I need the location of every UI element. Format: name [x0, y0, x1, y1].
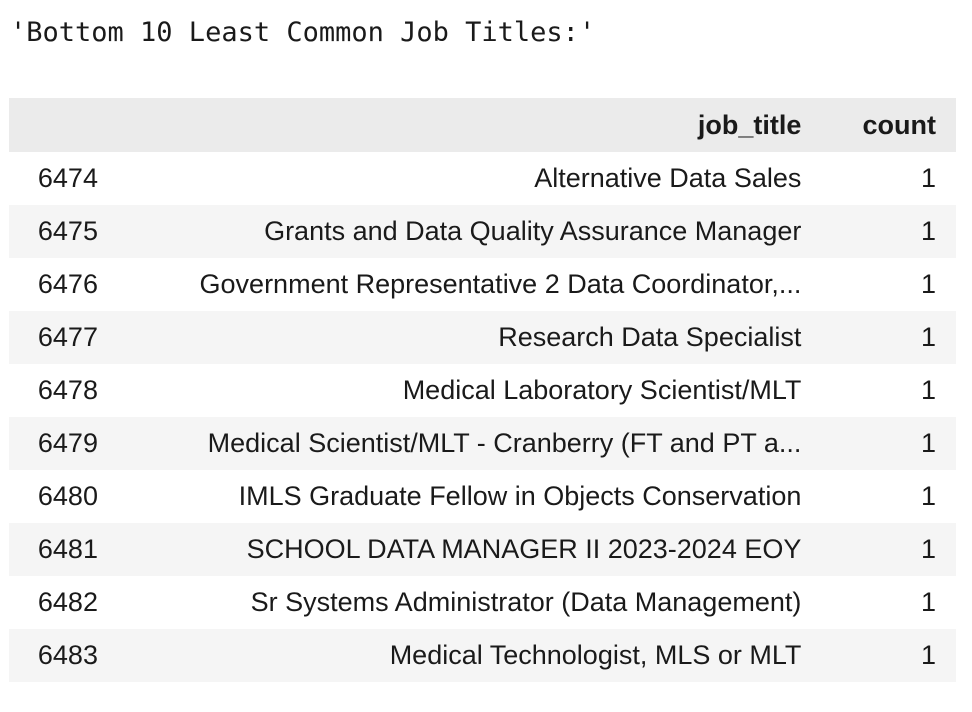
- row-count: 1: [920, 587, 936, 617]
- row-job-title: Medical Scientist/MLT - Cranberry (FT an…: [207, 428, 802, 458]
- row-job-title: Government Representative 2 Data Coordin…: [199, 269, 802, 299]
- row-index: 6479: [37, 428, 98, 458]
- table-row: 6477 Research Data Specialist 1: [9, 311, 956, 364]
- row-index: 6476: [37, 269, 98, 299]
- row-count: 1: [920, 269, 936, 299]
- row-job-title: SCHOOL DATA MANAGER II 2023-2024 EOY: [246, 534, 802, 564]
- table-row: 6476 Government Representative 2 Data Co…: [9, 258, 956, 311]
- table-header: job_title count: [9, 98, 956, 152]
- row-job-title: Grants and Data Quality Assurance Manage…: [264, 216, 802, 246]
- row-job-title: IMLS Graduate Fellow in Objects Conserva…: [238, 481, 802, 511]
- dataframe-table: job_title count 6474 Alternative Data Sa…: [9, 98, 956, 682]
- row-index: 6481: [37, 534, 98, 564]
- row-count: 1: [920, 428, 936, 458]
- table-body: 6474 Alternative Data Sales 1 6475 Grant…: [9, 152, 956, 682]
- header-job-title: job_title: [697, 110, 802, 140]
- table-row: 6479 Medical Scientist/MLT - Cranberry (…: [9, 417, 956, 470]
- row-count: 1: [920, 163, 936, 193]
- row-index: 6483: [37, 640, 98, 670]
- table-row: 6474 Alternative Data Sales 1: [9, 152, 956, 205]
- table-row: 6483 Medical Technologist, MLS or MLT 1: [9, 629, 956, 682]
- row-index: 6478: [37, 375, 98, 405]
- output-text: 'Bottom 10 Least Common Job Titles:': [10, 17, 596, 48]
- header-row: job_title count: [9, 98, 956, 152]
- row-index: 6482: [37, 587, 98, 617]
- row-count: 1: [920, 534, 936, 564]
- row-index: 6480: [37, 481, 98, 511]
- header-count: count: [862, 110, 937, 140]
- row-count: 1: [920, 322, 936, 352]
- row-job-title: Medical Technologist, MLS or MLT: [389, 640, 802, 670]
- row-count: 1: [920, 481, 936, 511]
- row-job-title: Sr Systems Administrator (Data Managemen…: [250, 587, 802, 617]
- header-index: [9, 98, 98, 152]
- row-index: 6474: [37, 163, 98, 193]
- row-count: 1: [920, 640, 936, 670]
- row-job-title: Medical Laboratory Scientist/MLT: [402, 375, 802, 405]
- row-job-title: Research Data Specialist: [498, 322, 802, 352]
- table-row: 6475 Grants and Data Quality Assurance M…: [9, 205, 956, 258]
- row-count: 1: [920, 375, 936, 405]
- table-row: 6480 IMLS Graduate Fellow in Objects Con…: [9, 470, 956, 523]
- table-row: 6481 SCHOOL DATA MANAGER II 2023-2024 EO…: [9, 523, 956, 576]
- table-row: 6482 Sr Systems Administrator (Data Mana…: [9, 576, 956, 629]
- row-count: 1: [920, 216, 936, 246]
- row-index: 6475: [37, 216, 98, 246]
- row-index: 6477: [37, 322, 98, 352]
- table-row: 6478 Medical Laboratory Scientist/MLT 1: [9, 364, 956, 417]
- row-job-title: Alternative Data Sales: [534, 163, 802, 193]
